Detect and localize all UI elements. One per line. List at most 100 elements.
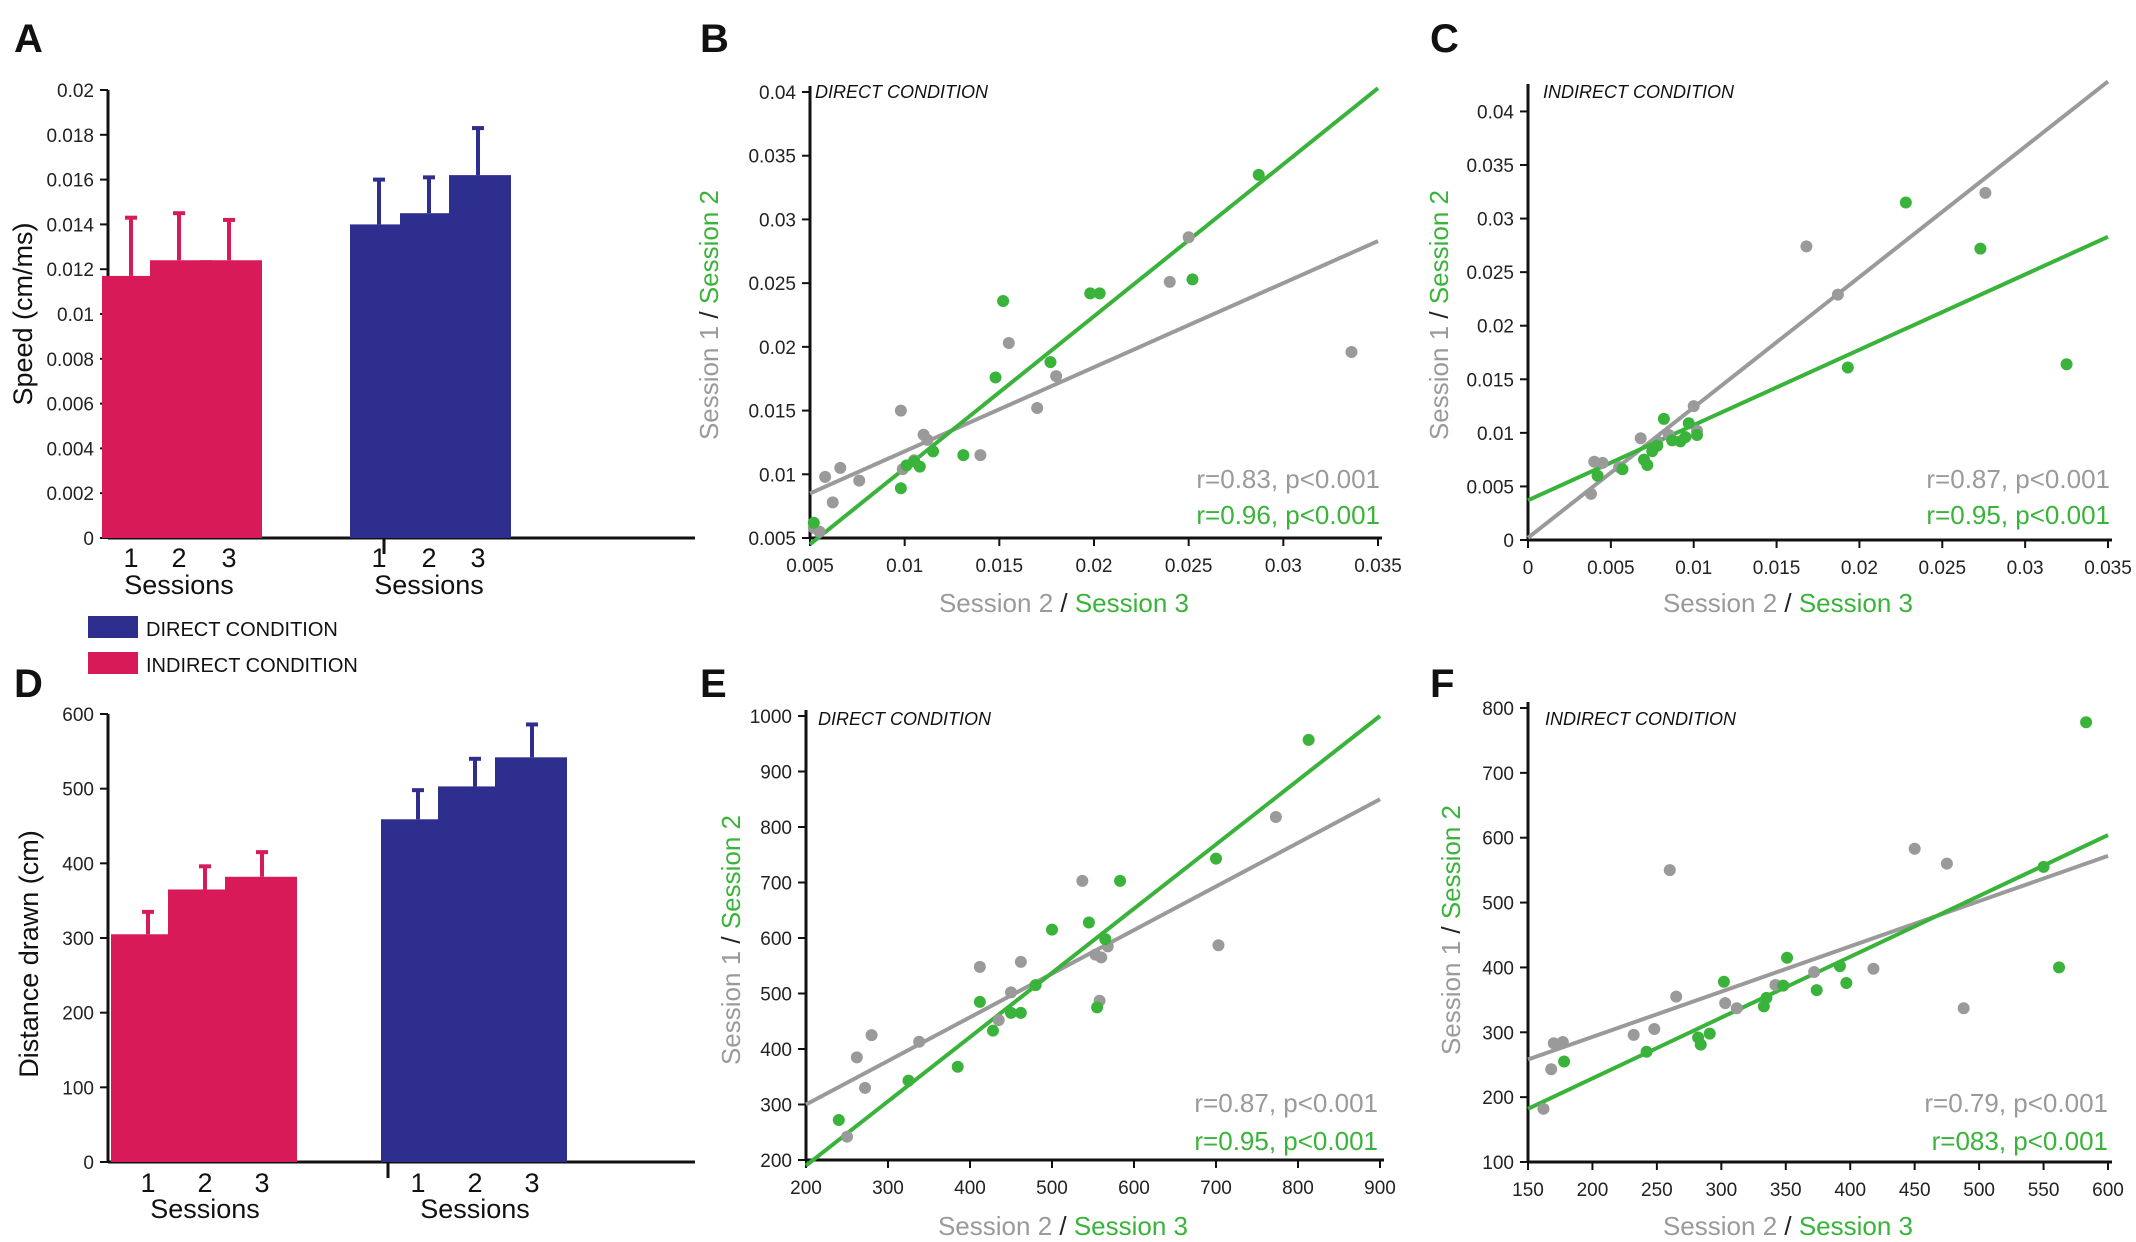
y-tick-label: 0 — [83, 529, 94, 550]
x-tick-label: 350 — [1770, 1180, 1802, 1201]
y-tick-label: 0.02 — [57, 81, 94, 102]
bar-chart-speed: 0 0.002 0.004 0.006 0.008 0.01 0.012 0.014 0.016… — [8, 81, 695, 600]
data-point-gray — [1537, 1102, 1550, 1115]
data-point-green — [986, 1024, 999, 1037]
data-point-green — [807, 516, 820, 529]
x-label-session2: Session 2 — [938, 1211, 1052, 1241]
y-tick-label: 0 — [1503, 531, 1514, 552]
x-label-session3: Session 3 — [1075, 588, 1189, 618]
y-tick-label: 800 — [1482, 699, 1514, 720]
bar — [200, 260, 262, 538]
y-tick-label: 600 — [62, 705, 94, 726]
data-point-gray — [1596, 456, 1609, 469]
bar-chart-distance: 0 100 200 300 400 500 600 Distance drawn (cm) 1 2… — [14, 705, 695, 1224]
y-tick-label: 300 — [1482, 1023, 1514, 1044]
x-axis-label: Sessions — [124, 570, 234, 600]
y-tick-label: 0.006 — [46, 395, 94, 416]
legend-label-direct: DIRECT CONDITION — [146, 619, 338, 641]
y-label-separator: / — [716, 929, 746, 951]
data-point-green — [1657, 412, 1670, 425]
data-point-gray — [1269, 811, 1282, 824]
y-tick-label: 700 — [1482, 764, 1514, 785]
y-label-session2: Session 2 — [694, 190, 724, 304]
data-point-green — [1840, 976, 1853, 989]
x-tick-label: 300 — [872, 1178, 904, 1199]
y-label-session1: Session 1 — [716, 951, 746, 1065]
data-point-green — [957, 449, 970, 462]
x-tick-label: 400 — [1834, 1180, 1866, 1201]
x-tick-label: 0.035 — [2084, 558, 2132, 579]
y-axis-label: Session 1 / Session 2 — [716, 815, 746, 1065]
x-tick-label: 450 — [1899, 1180, 1931, 1201]
x-axis-label: Sessions — [150, 1194, 260, 1224]
y-tick-label: 700 — [760, 874, 792, 895]
x-tick-label: 400 — [954, 1178, 986, 1199]
data-point-green — [1640, 1045, 1653, 1058]
fit-line-gray — [809, 239, 1379, 496]
data-point-green — [1029, 979, 1042, 992]
data-point-green — [1302, 733, 1315, 746]
legend-swatch-indirect — [88, 652, 138, 674]
data-point-green — [1682, 417, 1695, 430]
data-point-gray — [973, 960, 986, 973]
data-point-gray — [1014, 955, 1027, 968]
x-tick-label: 1 — [371, 543, 386, 573]
x-tick-label: 250 — [1641, 1180, 1673, 1201]
data-point-gray — [853, 474, 866, 487]
data-point-gray — [992, 1014, 1005, 1027]
legend-label-indirect: INDIRECT CONDITION — [146, 655, 358, 677]
y-label-separator: / — [1436, 919, 1466, 941]
stat-gray: r=0.83, p<0.001 — [1196, 464, 1380, 494]
data-point-green — [1899, 196, 1912, 209]
x-tick-label: 3 — [221, 543, 236, 573]
y-label-session2: Session 2 — [1424, 190, 1454, 304]
x-axis-label: Session 2 / Session 3 — [938, 1211, 1188, 1241]
x-tick-label: 0.025 — [1165, 556, 1213, 577]
x-tick-label: 0.01 — [1675, 558, 1712, 579]
x-tick-label: 600 — [1118, 1178, 1150, 1199]
data-point-green — [832, 1114, 845, 1127]
data-point-gray — [1095, 951, 1108, 964]
y-label-separator: / — [694, 304, 724, 326]
y-tick-label: 0.02 — [1477, 317, 1514, 338]
data-point-gray — [841, 1130, 853, 1143]
y-tick-label: 500 — [62, 780, 94, 801]
x-tick-label: 2 — [197, 1168, 212, 1198]
x-tick-label: 0.015 — [976, 556, 1024, 577]
y-tick-label: 0.016 — [46, 171, 94, 192]
y-tick-label: 0.005 — [1466, 477, 1514, 498]
panel-label-a: A — [14, 17, 43, 61]
x-tick-label: 200 — [1577, 1180, 1609, 1201]
data-point-green — [1558, 1055, 1571, 1068]
data-point-green — [1093, 287, 1106, 300]
x-tick-label: 0.005 — [786, 556, 834, 577]
data-point-gray — [1648, 1023, 1661, 1036]
x-tick-label: 300 — [1705, 1180, 1737, 1201]
y-axis-label: Session 1 / Session 2 — [694, 190, 724, 440]
data-point-gray — [859, 1081, 872, 1094]
data-point-green — [1833, 960, 1846, 973]
y-label-session2: Session 2 — [1436, 805, 1466, 919]
legend-swatch-direct — [88, 616, 138, 638]
fit-line-gray — [1526, 79, 2110, 540]
data-point-green — [1616, 463, 1629, 476]
y-tick-label: 100 — [1482, 1153, 1514, 1174]
data-point-gray — [1730, 1002, 1743, 1015]
data-point-gray — [1634, 432, 1647, 445]
x-tick-label: 0.005 — [1587, 558, 1635, 579]
data-point-gray — [834, 461, 847, 474]
data-point-green — [1252, 168, 1265, 181]
y-tick-label: 0.04 — [759, 83, 796, 104]
y-axis-label: Speed (cm/ms) — [8, 222, 38, 405]
x-label-separator: / — [1777, 588, 1799, 618]
data-point-green — [1591, 469, 1604, 482]
data-point-green — [951, 1060, 964, 1073]
data-point-gray — [1002, 337, 1015, 350]
data-point-green — [989, 371, 1002, 384]
x-axis-label: Sessions — [420, 1194, 530, 1224]
x-tick-label: 2 — [467, 1168, 482, 1198]
data-point-gray — [1800, 240, 1813, 253]
data-point-gray — [819, 470, 832, 483]
x-label-session2: Session 2 — [1663, 1211, 1777, 1241]
